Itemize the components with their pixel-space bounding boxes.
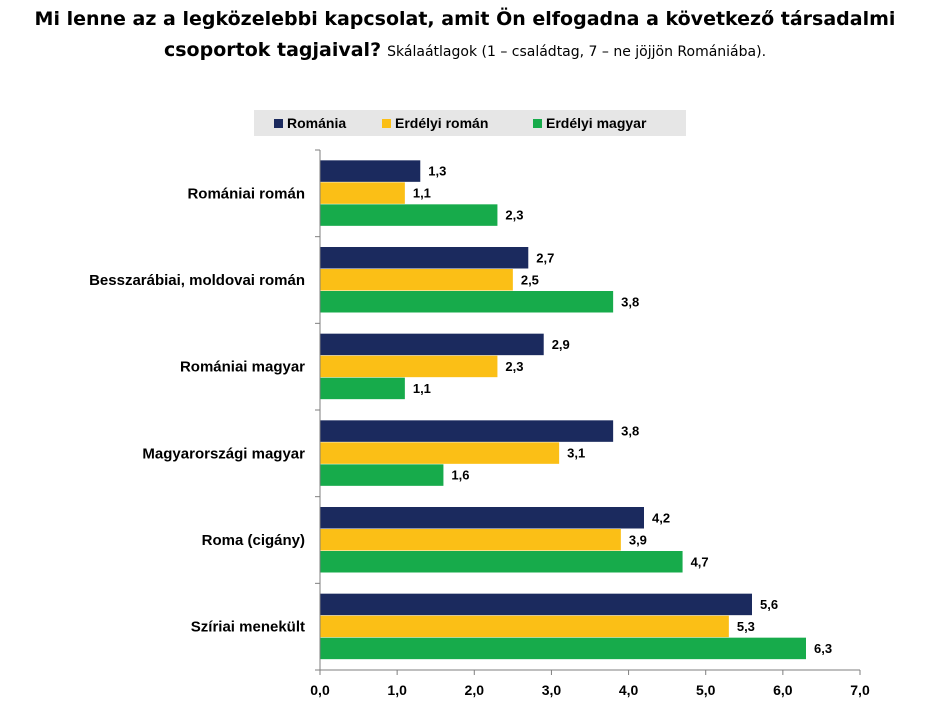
x-tick-label-3: 3,0 <box>542 682 562 698</box>
data-label-erdelyi-magyar-roma-cigany: 4,7 <box>691 554 709 569</box>
bar-erdelyi-magyar-romaniai-magyar <box>320 377 405 400</box>
category-label-besszarabiai-moldovai-roman: Besszarábiai, moldovai román <box>89 272 305 289</box>
legend-swatch-erdelyi-magyar <box>533 119 542 128</box>
data-label-erdelyi-magyar-besszarabiai-moldovai-roman: 3,8 <box>621 294 639 309</box>
bar-romania-roma-cigany <box>320 507 644 529</box>
data-label-erdelyi-roman-romaniai-roman: 1,1 <box>413 186 431 201</box>
data-label-romania-romaniai-roman: 1,3 <box>428 164 446 179</box>
title-line-2: csoportok tagjaival? Skálaátlagok (1 – c… <box>0 35 930 68</box>
category-label-sziriai-menekult: Szíriai menekült <box>191 619 305 636</box>
category-label-romaniai-magyar: Romániai magyar <box>180 359 305 376</box>
x-tick-label-4: 4,0 <box>619 682 639 698</box>
chart-axes <box>315 149 861 675</box>
data-label-erdelyi-roman-sziriai-menekult: 5,3 <box>737 619 755 634</box>
data-label-romania-besszarabiai-moldovai-roman: 2,7 <box>536 250 554 265</box>
data-label-romania-sziriai-menekult: 5,6 <box>760 597 778 612</box>
bar-erdelyi-magyar-romaniai-roman <box>320 204 498 226</box>
chart-title: Mi lenne az a legközelebbi kapcsolat, am… <box>0 4 930 68</box>
bar-erdelyi-roman-romaniai-roman <box>320 182 405 204</box>
chart-legend: Románia Erdélyi román Erdélyi magyar <box>254 110 686 136</box>
category-label-romaniai-roman: Romániai román <box>187 185 305 202</box>
data-label-erdelyi-magyar-romaniai-roman: 2,3 <box>505 208 523 223</box>
bar-erdelyi-magyar-roma-cigany <box>320 551 683 573</box>
data-label-romania-romaniai-magyar: 2,9 <box>552 337 570 352</box>
x-tick-label-7: 7,0 <box>850 682 870 698</box>
x-tick-label-2: 2,0 <box>465 682 485 698</box>
chart-bars <box>320 160 806 660</box>
category-label-magyarorszagi-magyar: Magyarországi magyar <box>142 445 305 462</box>
bar-erdelyi-roman-romaniai-magyar <box>320 355 498 378</box>
legend-swatch-erdelyi-roman <box>382 119 391 128</box>
legend-background <box>254 110 686 136</box>
bar-erdelyi-roman-besszarabiai-moldovai-roman <box>320 269 513 291</box>
bar-erdelyi-roman-magyarorszagi-magyar <box>320 442 560 464</box>
data-label-erdelyi-magyar-romaniai-magyar: 1,1 <box>413 381 431 396</box>
x-tick-label-0: 0,0 <box>310 682 330 698</box>
category-label-roma-cigany: Roma (cigány) <box>202 532 305 549</box>
legend-entry-erdelyi-roman: Erdélyi román <box>395 115 488 131</box>
data-label-erdelyi-roman-romaniai-magyar: 2,3 <box>505 359 523 374</box>
bar-erdelyi-magyar-sziriai-menekult <box>320 637 806 660</box>
legend-entry-erdelyi-magyar: Erdélyi magyar <box>546 115 647 131</box>
bar-erdelyi-magyar-magyarorszagi-magyar <box>320 464 444 486</box>
bar-erdelyi-roman-roma-cigany <box>320 529 621 551</box>
data-label-erdelyi-roman-besszarabiai-moldovai-roman: 2,5 <box>521 272 539 287</box>
chart-labels: 1,3 1,1 2,3 Romániai román 2,7 2,5 3,8 Besszará… <box>89 164 870 698</box>
title-line-1: Mi lenne az a legközelebbi kapcsolat, am… <box>34 8 896 30</box>
x-tick-label-5: 5,0 <box>696 682 716 698</box>
data-label-romania-roma-cigany: 4,2 <box>652 510 670 525</box>
data-label-romania-magyarorszagi-magyar: 3,8 <box>621 424 639 439</box>
bar-romania-romaniai-roman <box>320 160 421 182</box>
bar-romania-besszarabiai-moldovai-roman <box>320 247 529 269</box>
bar-erdelyi-roman-sziriai-menekult <box>320 615 729 638</box>
data-label-erdelyi-magyar-sziriai-menekult: 6,3 <box>814 641 832 656</box>
x-tick-label-6: 6,0 <box>773 682 793 698</box>
data-label-erdelyi-roman-roma-cigany: 3,9 <box>629 532 647 547</box>
bar-romania-magyarorszagi-magyar <box>320 420 614 442</box>
data-label-erdelyi-roman-magyarorszagi-magyar: 3,1 <box>567 446 585 461</box>
bar-erdelyi-magyar-besszarabiai-moldovai-roman <box>320 291 614 313</box>
title-line-2-main: csoportok tagjaival? <box>163 39 382 61</box>
legend-swatch-romania <box>274 119 283 128</box>
title-subtitle: Skálaátlagok (1 – családtag, 7 – ne jöjj… <box>387 44 767 60</box>
legend-entry-romania: Románia <box>287 115 346 131</box>
data-label-erdelyi-magyar-magyarorszagi-magyar: 1,6 <box>451 468 469 483</box>
bar-romania-romaniai-magyar <box>320 333 544 356</box>
bar-romania-sziriai-menekult <box>320 593 752 616</box>
x-tick-label-1: 1,0 <box>387 682 407 698</box>
